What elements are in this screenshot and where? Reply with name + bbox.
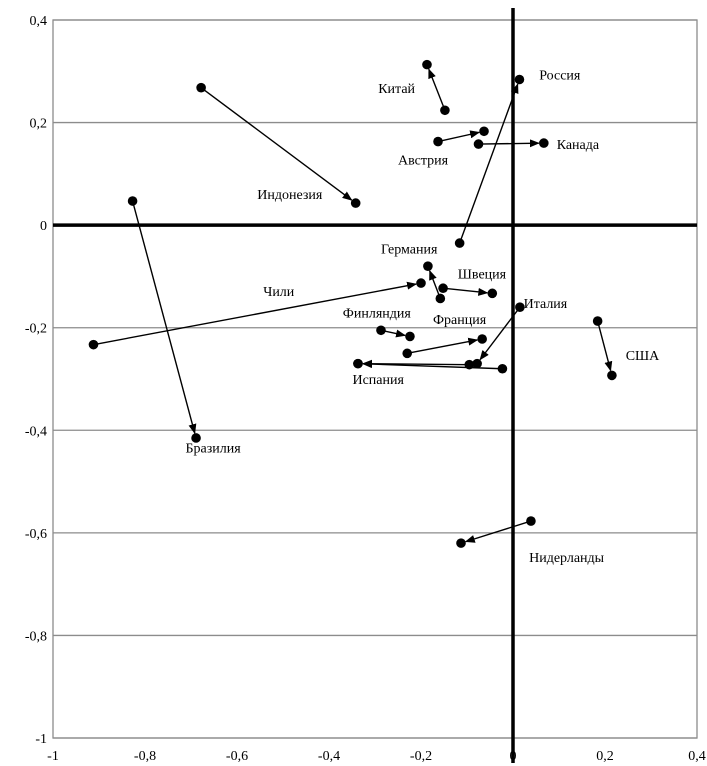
arrow-8: [429, 269, 441, 299]
point-end-11: [405, 331, 415, 342]
point-end-0: [422, 59, 432, 70]
point-start-6: [88, 339, 99, 350]
country-labels: Китай Россия Австрия Канада Индонезия Германи…: [185, 68, 660, 566]
point-end-5: [191, 433, 201, 443]
point-end-9: [472, 358, 482, 369]
country-label-9: Финляндия: [343, 306, 412, 321]
y-tick-label-2: -0,6: [25, 527, 47, 542]
country-label-14: Нидерланды: [529, 551, 605, 566]
arrow-2: [437, 130, 481, 143]
arrow-15: [361, 359, 470, 368]
point-end-2: [479, 126, 489, 137]
country-label-11: США: [626, 349, 660, 364]
country-label-7: Чили: [263, 285, 295, 300]
point-start-1: [454, 238, 465, 248]
country-label-12: Испания: [352, 373, 404, 388]
point-end-13: [607, 370, 617, 381]
arrows: [93, 68, 613, 543]
points: [88, 59, 617, 548]
arrow-7: [443, 287, 489, 296]
point-start-9: [515, 302, 525, 313]
arrow-5: [131, 200, 197, 435]
point-start-8: [435, 293, 446, 304]
y-tick-label-3: -0,4: [25, 424, 47, 439]
point-end-6: [416, 278, 426, 288]
point-start-0: [440, 105, 450, 116]
y-tick-label-0: -1: [35, 732, 47, 747]
point-start-3: [473, 139, 484, 149]
point-end-3: [539, 138, 549, 148]
point-end-15: [353, 358, 363, 369]
arrow-13: [596, 320, 613, 372]
country-label-4: Индонезия: [257, 188, 323, 203]
country-label-1: Россия: [539, 68, 581, 83]
point-end-14: [456, 538, 466, 548]
y-tick-label-4: -0,2: [25, 322, 47, 337]
country-label-0: Китай: [378, 82, 415, 97]
x-tick-label-6: 0,2: [596, 749, 614, 764]
plot-frame: [52, 19, 698, 739]
arrow-14: [464, 520, 532, 543]
x-tick-label-1: -0,8: [134, 749, 156, 764]
point-start-14: [526, 516, 536, 526]
point-start-5: [127, 196, 138, 206]
point-end-4: [350, 198, 361, 208]
point-start-11: [376, 325, 386, 336]
x-tick-label-2: -0,6: [226, 749, 248, 764]
zero-axes: [53, 8, 697, 763]
country-label-5: Германия: [381, 242, 438, 257]
country-label-2: Австрия: [398, 154, 449, 169]
x-tick-label-5: 0: [510, 749, 517, 764]
arrow-4: [200, 87, 353, 201]
arrow-1: [458, 83, 519, 244]
country-label-8: Италия: [524, 297, 568, 312]
x-tick-label-3: -0,4: [318, 749, 340, 764]
point-start-15: [464, 359, 475, 370]
point-end-7: [487, 288, 498, 299]
point-start-2: [433, 136, 443, 147]
country-label-3: Канада: [557, 138, 600, 153]
point-start-13: [592, 316, 603, 326]
arrow-0: [428, 68, 446, 111]
x-tick-label-0: -1: [47, 749, 59, 764]
point-start-12: [497, 363, 508, 374]
point-start-10: [402, 348, 413, 359]
point-start-4: [196, 82, 206, 93]
country-label-13: Бразилия: [185, 441, 241, 456]
y-tick-label-7: 0,4: [30, 14, 48, 29]
tick-labels: -1 -0,8 -0,6 -0,4 -0,2 0 0,2 0,4 -1 -0,8 -0,6 -0,4 -…: [25, 14, 706, 764]
x-tick-label-4: -0,2: [410, 749, 432, 764]
point-end-8: [423, 261, 433, 271]
y-tick-label-1: -0,8: [25, 629, 47, 644]
country-label-10: Франция: [433, 313, 487, 328]
arrow-3: [478, 139, 540, 148]
x-tick-label-7: 0,4: [688, 749, 706, 764]
point-end-10: [477, 334, 487, 344]
arrow-9: [479, 306, 521, 361]
y-tick-label-6: 0,2: [30, 117, 48, 132]
y-tick-label-5: 0: [40, 219, 47, 234]
country-label-6: Швеция: [458, 267, 507, 282]
arrow-6: [93, 281, 418, 346]
point-end-1: [514, 74, 525, 85]
point-start-7: [438, 283, 448, 294]
arrow-10: [407, 337, 479, 355]
